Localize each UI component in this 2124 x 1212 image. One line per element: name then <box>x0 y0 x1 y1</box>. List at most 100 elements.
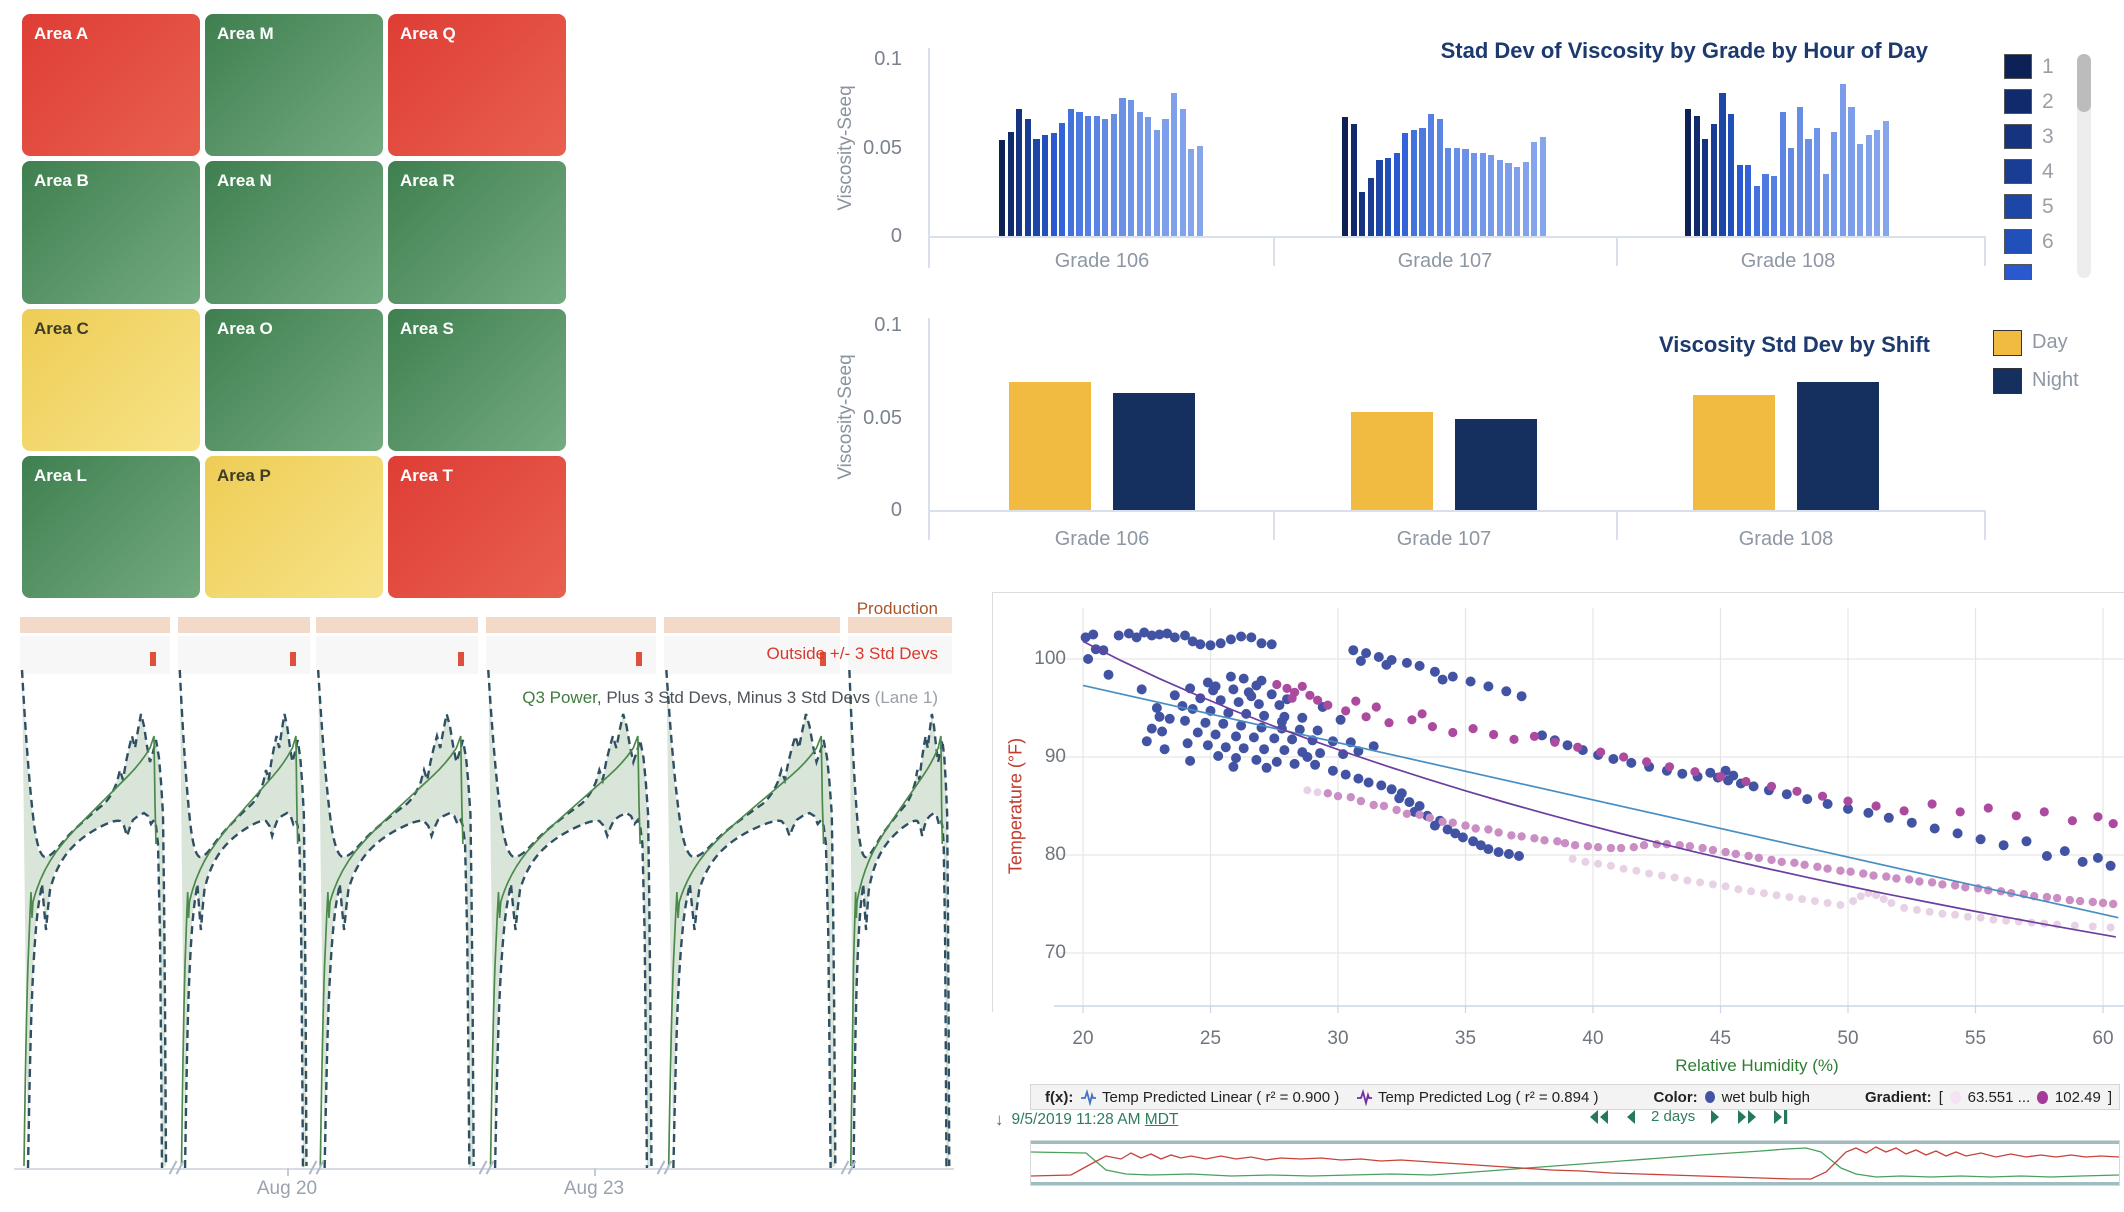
hour-bar-grade-107-h12[interactable] <box>1436 119 1443 236</box>
shift-legend-swatch-day[interactable] <box>1993 330 2022 356</box>
control-chart-panel-6[interactable] <box>848 674 952 1168</box>
outside-3sd-marker-1[interactable] <box>150 652 156 666</box>
treemap-tile-area-b[interactable]: Area B <box>22 161 200 304</box>
hour-bar-grade-107-h1[interactable] <box>1342 117 1349 236</box>
download-icon[interactable]: ↓ <box>995 1110 1004 1129</box>
hour-bar-grade-107-h19[interactable] <box>1496 159 1503 236</box>
hour-bar-grade-106-h19[interactable] <box>1153 129 1160 236</box>
hour-bar-grade-106-h22[interactable] <box>1179 108 1186 236</box>
hour-bar-grade-108-h14[interactable] <box>1796 106 1803 236</box>
hour-bar-grade-106-h4[interactable] <box>1024 119 1031 236</box>
step-back-fast-button[interactable] <box>1588 1109 1610 1125</box>
hour-bar-grade-106-h6[interactable] <box>1042 135 1049 236</box>
hour-bar-grade-108-h8[interactable] <box>1745 165 1752 236</box>
hour-bar-grade-108-h1[interactable] <box>1685 108 1692 236</box>
hour-bar-grade-107-h20[interactable] <box>1505 163 1512 236</box>
hour-chart-legend[interactable]: 1 2 3 4 5 6 <box>1990 40 2074 280</box>
outside-3sd-marker-3[interactable] <box>458 652 464 666</box>
treemap-tile-area-s[interactable]: Area S <box>388 308 566 451</box>
hour-legend-swatch-2[interactable] <box>2004 89 2032 114</box>
hour-bar-grade-106-h8[interactable] <box>1059 122 1066 236</box>
hour-bar-grade-106-h13[interactable] <box>1102 119 1109 236</box>
hour-bar-grade-107-h16[interactable] <box>1471 152 1478 236</box>
treemap-tile-area-q[interactable]: Area Q <box>388 14 566 157</box>
hour-bar-grade-108-h7[interactable] <box>1736 165 1743 236</box>
hour-bar-grade-108-h16[interactable] <box>1814 128 1821 236</box>
shift-bar-day-grade-106[interactable] <box>1009 382 1091 510</box>
hour-bar-grade-108-h10[interactable] <box>1762 174 1769 236</box>
hour-bar-grade-106-h21[interactable] <box>1171 92 1178 236</box>
hour-bar-grade-107-h10[interactable] <box>1419 128 1426 236</box>
control-chart-panel-1[interactable] <box>20 674 170 1168</box>
step-forward-fast-button[interactable] <box>1736 1109 1758 1125</box>
treemap-tile-area-p[interactable]: Area P <box>205 455 383 598</box>
hour-bar-grade-108-h11[interactable] <box>1771 175 1778 236</box>
hour-bar-grade-107-h15[interactable] <box>1462 149 1469 236</box>
treemap-tile-area-n[interactable]: Area N <box>205 161 383 304</box>
hour-bar-grade-107-h21[interactable] <box>1514 166 1521 236</box>
production-interval-bar-1[interactable] <box>20 617 170 633</box>
hour-bar-grade-107-h2[interactable] <box>1350 124 1357 236</box>
hour-bar-grade-108-h4[interactable] <box>1710 124 1717 236</box>
hour-bar-grade-107-h9[interactable] <box>1410 129 1417 236</box>
treemap-tile-area-o[interactable]: Area O <box>205 308 383 451</box>
outside-3sd-marker-4[interactable] <box>636 652 642 666</box>
hour-bar-grade-108-h20[interactable] <box>1848 106 1855 236</box>
step-forward-button[interactable] <box>1708 1109 1723 1125</box>
control-chart-panel-4[interactable] <box>486 674 656 1168</box>
hour-bar-grade-108-h23[interactable] <box>1874 129 1881 236</box>
hour-bar-grade-106-h9[interactable] <box>1067 108 1074 236</box>
hour-bar-grade-106-h18[interactable] <box>1145 117 1152 236</box>
hour-bar-grade-108-h3[interactable] <box>1702 138 1709 236</box>
hour-legend-swatch-1[interactable] <box>2004 54 2032 79</box>
hour-bar-grade-107-h6[interactable] <box>1385 158 1392 236</box>
treemap-tile-area-t[interactable]: Area T <box>388 455 566 598</box>
log-trend-label[interactable]: Temp Predicted Log ( r² = 0.894 ) <box>1377 1088 1599 1106</box>
production-interval-bar-4[interactable] <box>486 617 656 633</box>
scatter-points-gradient-mid[interactable] <box>1323 789 2118 909</box>
production-interval-bar-6[interactable] <box>848 617 952 633</box>
hour-bar-grade-108-h6[interactable] <box>1728 113 1735 236</box>
hour-bar-grade-106-h16[interactable] <box>1128 99 1135 236</box>
hour-bar-grade-108-h2[interactable] <box>1693 115 1700 236</box>
shift-bar-night-grade-106[interactable] <box>1113 393 1195 510</box>
hour-bar-grade-108-h13[interactable] <box>1788 147 1795 236</box>
hour-bar-grade-107-h7[interactable] <box>1393 152 1400 236</box>
hour-bar-grade-107-h18[interactable] <box>1488 154 1495 236</box>
hour-legend-swatch-6[interactable] <box>2004 229 2032 254</box>
hour-legend-swatch-7[interactable] <box>2004 264 2032 280</box>
hour-bar-grade-106-h15[interactable] <box>1119 97 1126 236</box>
production-interval-bar-2[interactable] <box>178 617 310 633</box>
hour-bar-grade-107-h23[interactable] <box>1531 142 1538 236</box>
treemap-tile-area-l[interactable]: Area L <box>22 455 200 598</box>
color-value[interactable]: wet bulb high <box>1721 1088 1810 1106</box>
hour-bar-grade-108-h21[interactable] <box>1857 143 1864 236</box>
step-back-button[interactable] <box>1623 1109 1638 1125</box>
hour-bar-grade-107-h5[interactable] <box>1376 159 1383 236</box>
shift-bar-day-grade-108[interactable] <box>1693 395 1775 510</box>
hour-bar-grade-106-h2[interactable] <box>1007 131 1014 236</box>
hour-bar-grade-106-h24[interactable] <box>1196 145 1203 236</box>
control-chart-panel-5[interactable] <box>664 674 840 1168</box>
scatter-points-gradient-low[interactable] <box>1303 786 2115 932</box>
scatter-plot[interactable] <box>992 592 2124 1013</box>
log-trend-line[interactable] <box>1082 640 2116 938</box>
hour-bar-grade-108-h5[interactable] <box>1719 92 1726 236</box>
hour-bar-grade-106-h11[interactable] <box>1085 115 1092 236</box>
shift-legend-swatch-night[interactable] <box>1993 368 2022 394</box>
hour-bar-grade-107-h22[interactable] <box>1522 161 1529 236</box>
hour-bar-grade-108-h17[interactable] <box>1822 174 1829 236</box>
hour-bar-grade-106-h3[interactable] <box>1016 108 1023 236</box>
hour-bar-grade-108-h18[interactable] <box>1831 131 1838 236</box>
hour-bar-grade-108-h9[interactable] <box>1753 186 1760 236</box>
hour-bar-grade-106-h1[interactable] <box>999 140 1006 236</box>
treemap-tile-area-a[interactable]: Area A <box>22 14 200 157</box>
hour-bar-grade-106-h7[interactable] <box>1050 133 1057 236</box>
hour-bar-grade-108-h24[interactable] <box>1882 120 1889 236</box>
scatter-points-gradient-high[interactable] <box>1272 679 2118 829</box>
hour-legend-scrollbar-thumb[interactable] <box>2077 54 2091 112</box>
production-interval-bar-5[interactable] <box>664 617 840 633</box>
hour-bar-grade-106-h17[interactable] <box>1136 112 1143 236</box>
step-to-end-button[interactable] <box>1771 1109 1788 1125</box>
shift-bar-day-grade-107[interactable] <box>1351 411 1433 510</box>
